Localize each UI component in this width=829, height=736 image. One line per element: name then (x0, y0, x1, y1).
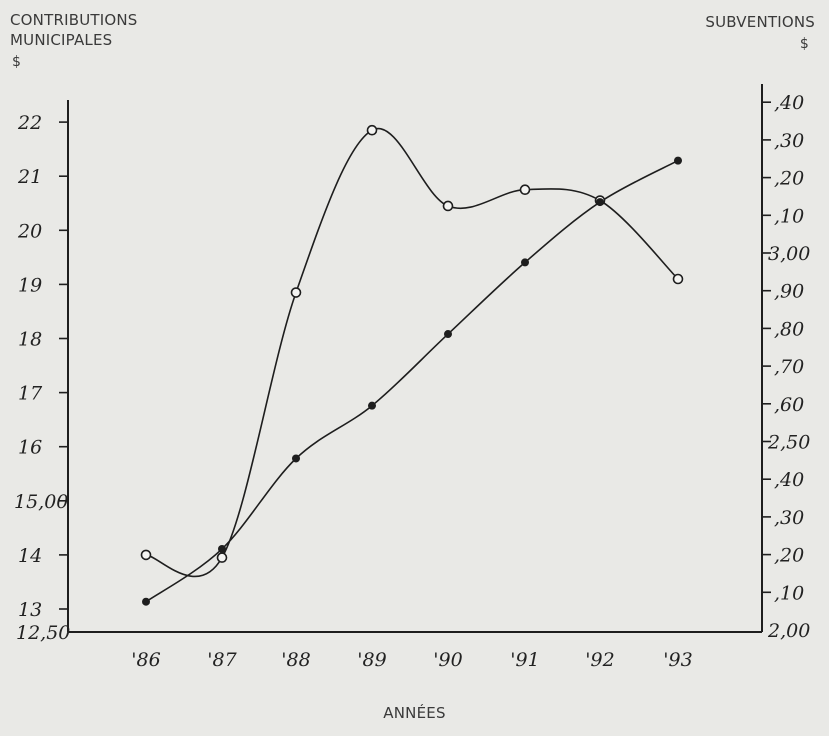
right-tick-label: 2,00 (767, 620, 810, 642)
data-point-open (519, 184, 531, 196)
left-tick-label: 13 (18, 599, 42, 621)
data-point-filled (521, 258, 529, 267)
data-point-filled (596, 198, 604, 207)
left-axis-title-line1: CONTRIBUTIONS (10, 11, 138, 29)
right-tick-label: ,60 (774, 394, 804, 416)
x-tick-label: '92 (585, 649, 614, 671)
data-point-filled (444, 330, 452, 339)
data-point-open (442, 200, 454, 212)
left-tick-label: 19 (18, 274, 42, 296)
right-tick-label: ,80 (774, 318, 804, 340)
right-tick-label: 2,50 (767, 432, 810, 454)
data-point-filled (292, 454, 300, 463)
axes (59, 84, 771, 633)
data-point-open (672, 273, 684, 285)
data-point-filled (674, 156, 682, 165)
x-tick-label: '86 (131, 649, 160, 671)
x-tick-label: '91 (510, 649, 539, 671)
right-axis-unit: $ (799, 36, 809, 52)
right-tick-label: ,20 (774, 545, 804, 567)
left-tick-label: 17 (18, 383, 43, 405)
data-point-open (290, 287, 302, 298)
data-point-open (140, 549, 152, 561)
right-tick-label: ,90 (774, 281, 804, 303)
left-tick-label: 16 (18, 437, 42, 459)
x-tick-label: '90 (433, 649, 462, 671)
left-axis-title-line2: MUNICIPALES (10, 31, 113, 49)
right-tick-label: ,40 (774, 469, 804, 491)
data-point-open (366, 124, 378, 136)
left-tick-label: 14 (18, 545, 42, 567)
left-tick-label: 12,50 (16, 622, 70, 644)
right-axis-title: SUBVENTIONS (705, 13, 815, 31)
left-axis-unit: $ (12, 54, 22, 70)
left-tick-label: 20 (17, 220, 42, 242)
data-point-open (216, 552, 228, 563)
right-tick-label: ,10 (774, 582, 804, 604)
data-point-filled (368, 401, 376, 410)
right-tick-label: ,20 (774, 168, 804, 190)
x-tick-label: '88 (281, 649, 310, 671)
left-tick-label: 18 (18, 329, 42, 351)
right-tick-label: 3,00 (768, 243, 810, 265)
x-tick-label: '93 (663, 649, 692, 671)
left-tick-label: 22 (17, 112, 42, 134)
x-tick-label: '89 (357, 649, 386, 671)
series-line-filled (145, 159, 679, 603)
x-tick-label: '87 (207, 649, 237, 671)
right-tick-label: ,70 (774, 356, 804, 378)
x-axis-title: ANNÉES (383, 704, 446, 722)
data-point-filled (142, 597, 150, 606)
left-tick-label: 15,00 (14, 491, 68, 513)
right-tick-label: ,30 (774, 507, 804, 529)
left-tick-label: 21 (17, 166, 42, 188)
right-tick-label: ,10 (774, 205, 804, 227)
right-tick-label: ,40 (774, 92, 804, 114)
data-point-filled (218, 544, 226, 553)
data-points (140, 124, 684, 606)
right-tick-label: ,30 (774, 130, 804, 152)
